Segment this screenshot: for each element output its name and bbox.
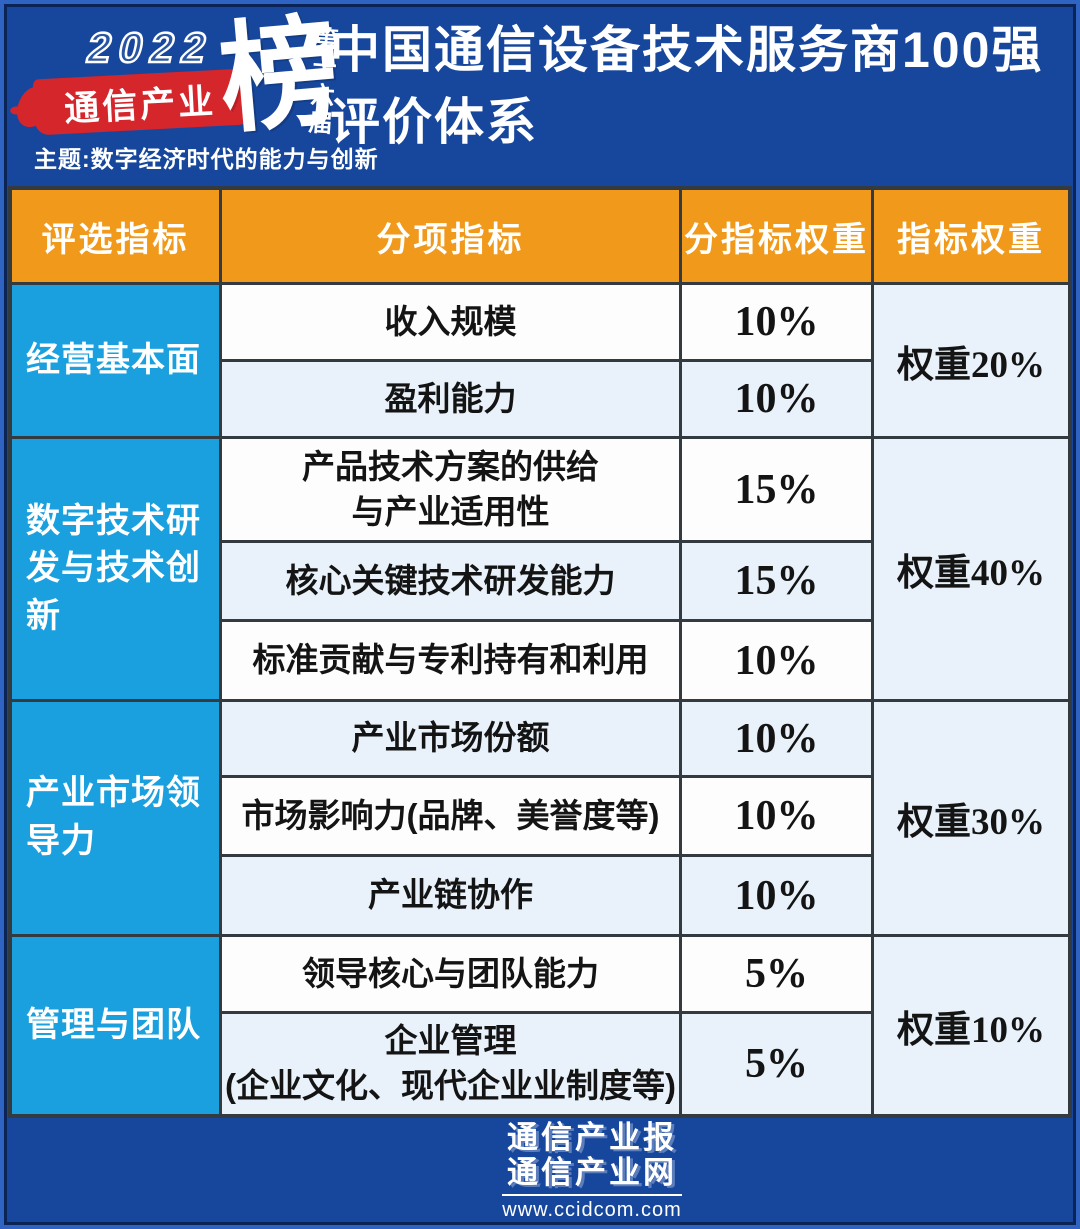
logo-theme: 主题:数字经济时代的能力与创新 (34, 146, 379, 172)
sub-weight-cell: 10% (682, 622, 871, 699)
footer-brand-website: 通信产业网 (507, 1155, 677, 1190)
sub-weight-cell: 5% (682, 1014, 871, 1114)
logo-red-brush: 通信产业 (32, 68, 248, 136)
sub-indicator-cell: 盈利能力 (222, 362, 679, 436)
sub-indicator-cell: 企业管理 (企业文化、现代企业业制度等) (222, 1014, 679, 1114)
section-weight-cell: 权重10% (874, 937, 1068, 1114)
sub-indicator-cell: 核心关键技术研发能力 (222, 543, 679, 619)
col-header-selection-index: 评选指标 (12, 190, 219, 282)
category-cell: 数字技术研发与技术创新 (12, 439, 219, 699)
section-weight-cell: 权重20% (874, 285, 1068, 436)
category-cell: 管理与团队 (12, 937, 219, 1114)
col-header-index-weight: 指标权重 (874, 190, 1068, 282)
col-header-sub-index: 分项指标 (222, 190, 679, 282)
sub-weight-cell: 10% (682, 362, 871, 436)
sub-indicator-cell: 产业链协作 (222, 857, 679, 934)
section-weight-cell: 权重30% (874, 702, 1068, 934)
sub-indicator-cell: 市场影响力(品牌、美誉度等) (222, 778, 679, 854)
sub-weight-cell: 5% (682, 937, 871, 1011)
footer: 通信产业报 通信产业网 www.ccidcom.com (52, 1120, 1080, 1221)
footer-url: www.ccidcom.com (502, 1194, 682, 1222)
sub-weight-cell: 10% (682, 702, 871, 775)
sub-weight-cell: 10% (682, 778, 871, 854)
footer-brand-newspaper: 通信产业报 (507, 1119, 677, 1155)
sub-indicator-cell: 收入规模 (222, 285, 679, 359)
logo-brand: 通信产业 (63, 81, 218, 129)
header: 2022 通信产业 榜 第十六届 主题:数字经济时代的能力与创新 中国通信设备技… (0, 0, 1080, 184)
sub-indicator-cell: 产品技术方案的供给 与产业适用性 (222, 439, 679, 540)
sub-indicator-cell: 产业市场份额 (222, 702, 679, 775)
sub-weight-cell: 15% (682, 543, 871, 619)
page-title-line1: 中国通信设备技术服务商100强 (330, 22, 1044, 78)
evaluation-table: 评选指标 分项指标 分指标权重 指标权重 经营基本面 收入规模 10% 权重20… (8, 186, 1072, 1118)
sub-weight-cell: 10% (682, 285, 871, 359)
sub-weight-cell: 15% (682, 439, 871, 540)
sub-indicator-cell: 领导核心与团队能力 (222, 937, 679, 1011)
page-title: 中国通信设备技术服务商100强 评价体系 (330, 14, 1043, 158)
logo-year: 2022 (82, 23, 220, 73)
section-weight-cell: 权重40% (874, 439, 1068, 699)
sub-indicator-cell: 标准贡献与专利持有和利用 (222, 622, 679, 699)
event-logo: 2022 通信产业 榜 第十六届 主题:数字经济时代的能力与创新 (26, 4, 378, 176)
page-title-line2: 评价体系 (330, 94, 538, 150)
col-header-sub-index-weight: 分指标权重 (682, 190, 871, 282)
category-cell: 经营基本面 (12, 285, 219, 436)
sub-weight-cell: 10% (682, 857, 871, 934)
category-cell: 产业市场领导力 (12, 702, 219, 934)
